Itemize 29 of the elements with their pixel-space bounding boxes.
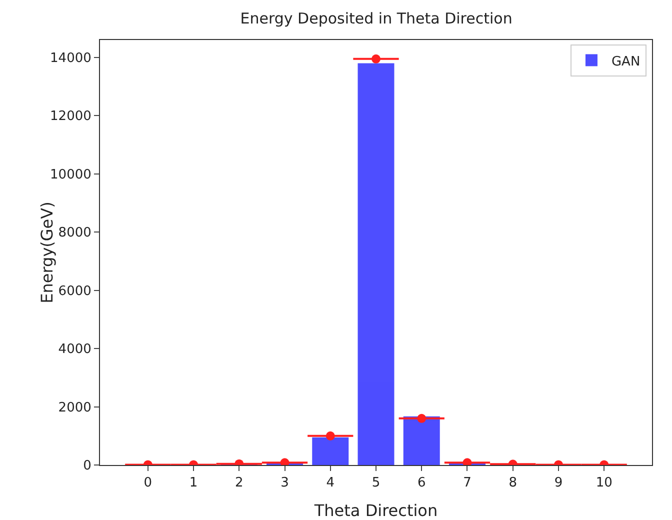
- x-tick-label: 6: [417, 476, 426, 491]
- y-tick-label: 12000: [50, 109, 92, 124]
- y-axis-title: Energy(GeV): [37, 202, 56, 304]
- y-tick-label: 10000: [50, 167, 92, 182]
- point: [372, 54, 380, 64]
- x-tick-label: 3: [280, 476, 289, 491]
- x-tick-label: 8: [508, 476, 517, 491]
- x-tick-label: 10: [596, 476, 612, 491]
- x-axis-title: Theta Direction: [313, 501, 438, 520]
- x-tick-label: 1: [189, 476, 198, 491]
- x-tick-label: 2: [235, 476, 244, 491]
- bar: [312, 437, 349, 465]
- x-tick-label: 4: [326, 476, 335, 491]
- bar: [403, 416, 440, 465]
- bar: [358, 63, 394, 465]
- point: [417, 414, 426, 423]
- y-tick-label: 14000: [50, 51, 92, 66]
- y-tick-label: 6000: [58, 284, 92, 299]
- point: [326, 431, 335, 440]
- y-tick-label: 2000: [58, 400, 92, 416]
- y-tick-label: 4000: [58, 342, 92, 358]
- x-tick-label: 5: [372, 476, 380, 491]
- chart-title: Energy Deposited in Theta Direction: [240, 10, 512, 28]
- y-tick-label: 0: [83, 458, 92, 474]
- x-tick-label: 0: [144, 476, 152, 491]
- x-tick-label: 7: [463, 476, 472, 491]
- legend-label: GAN: [611, 54, 640, 70]
- x-tick-label: 9: [554, 476, 563, 491]
- y-tick-label: 8000: [58, 226, 92, 241]
